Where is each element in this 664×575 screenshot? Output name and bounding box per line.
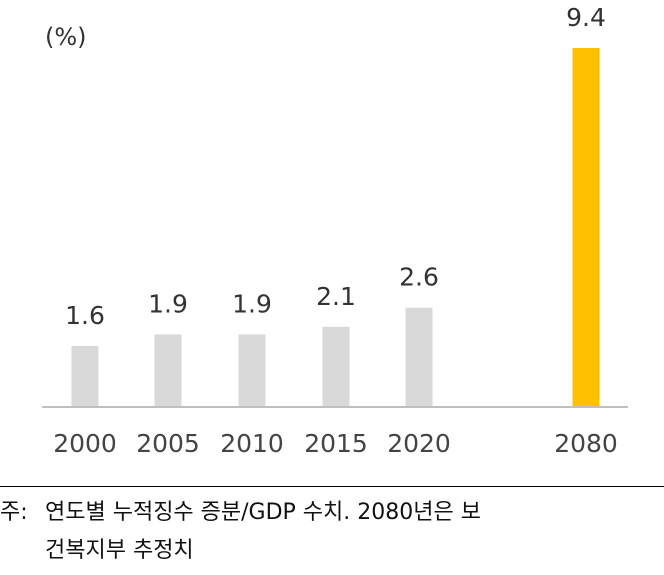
data-labels: 1.6 1.9 1.9 2.1 2.6 9.4 [65,3,606,330]
data-label-2010: 1.9 [232,289,272,318]
data-label-2005: 1.9 [148,289,188,318]
data-label-2020: 2.6 [399,263,439,292]
bar-2015 [322,326,350,407]
footnote-line-1: 주: 연도별 누적징수 증분/GDP 수치. 2080년은 보 [0,494,664,532]
footnote-line-2: 건복지부 추정치 [0,532,664,570]
x-tick-label-2010: 2010 [220,429,284,458]
data-label-2000: 1.6 [65,301,105,330]
bar-2010 [238,334,266,407]
footnote: 주: 연도별 누적징수 증분/GDP 수치. 2080년은 보 건복지부 추정치 [0,494,664,570]
x-tick-labels: 2000 2005 2010 2015 2020 2080 [53,429,618,458]
bar-2005 [154,334,182,407]
footnote-text-1: 연도별 누적징수 증분/GDP 수치. 2080년은 보 [45,500,481,525]
x-tick-label-2000: 2000 [53,429,117,458]
footnote-prefix: 주: [0,500,28,525]
y-unit-label: (%) [45,23,87,51]
data-label-2080: 9.4 [566,3,606,32]
data-label-2015: 2.1 [316,282,356,311]
x-tick-label-2005: 2005 [136,429,200,458]
bars [71,48,600,407]
footnote-text-2: 건복지부 추정치 [45,538,194,563]
bar-2020 [405,307,433,407]
bar-chart: (%) 1.6 1.9 1.9 2.12.69.4 2000 2005 2010 2015 2… [42,3,628,458]
x-tick-label-2020: 2020 [387,429,451,458]
x-tick-label-2015: 2015 [304,429,368,458]
bar-2080 [572,48,600,407]
bar-2000 [71,345,99,407]
x-tick-label-2080: 2080 [554,429,618,458]
divider [0,486,664,487]
